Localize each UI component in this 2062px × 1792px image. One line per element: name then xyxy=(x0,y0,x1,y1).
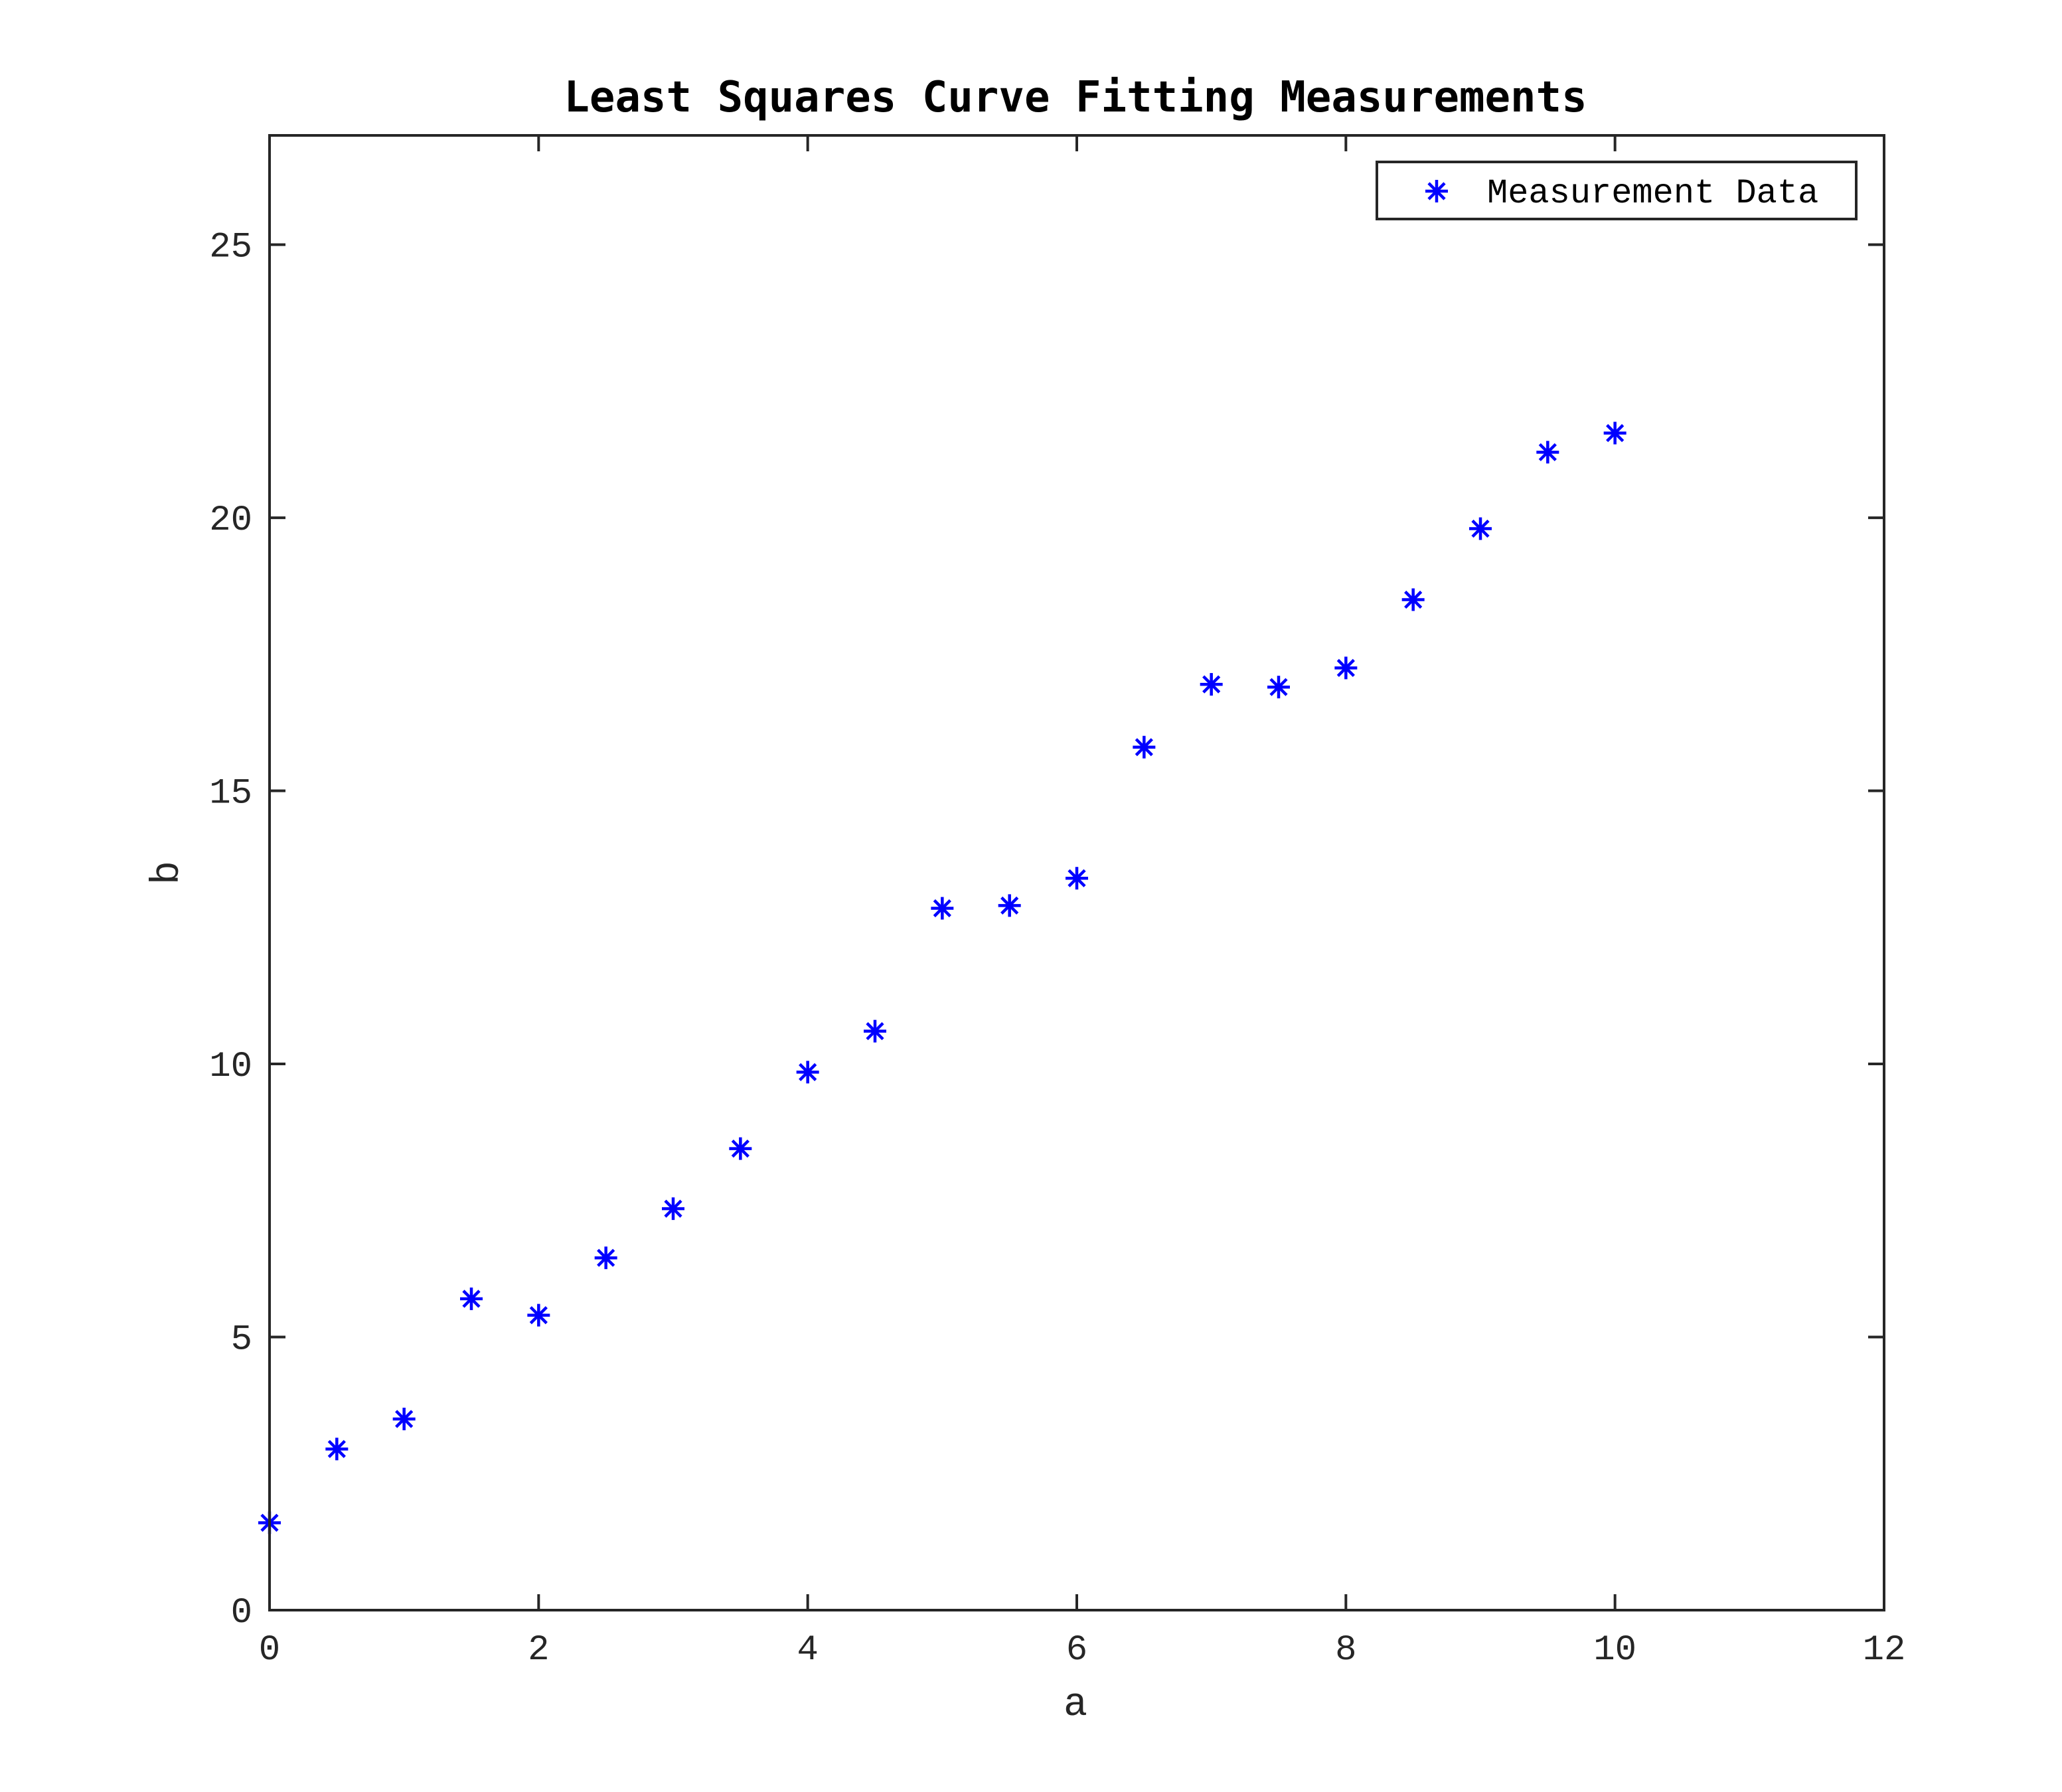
legend: Measurement Data xyxy=(1376,161,1858,220)
legend-marker-asterisk-icon xyxy=(1425,180,1448,202)
x-tick-label: 8 xyxy=(1335,1630,1356,1671)
data-point xyxy=(1536,441,1559,464)
x-tick-label: 4 xyxy=(797,1630,818,1671)
data-point xyxy=(864,1019,886,1043)
y-tick-label: 0 xyxy=(231,1593,252,1633)
data-point xyxy=(662,1197,684,1221)
data-point xyxy=(1401,588,1425,611)
x-tick-label: 2 xyxy=(528,1630,549,1671)
data-markers xyxy=(258,421,1626,1534)
chart-title: Least Squares Curve Fitting Measurements xyxy=(564,73,1587,122)
x-tick-label: 6 xyxy=(1066,1630,1087,1671)
data-point xyxy=(1603,421,1626,445)
data-point xyxy=(594,1246,617,1270)
y-tick-label: 15 xyxy=(209,774,252,814)
y-axis-label: b xyxy=(145,861,191,885)
data-point xyxy=(1267,676,1290,699)
data-point xyxy=(1469,517,1492,540)
data-point xyxy=(931,897,954,920)
axes: 0 2 4 6 8 10 12 0 5 10 15 20 25 xyxy=(209,134,1906,1671)
data-point xyxy=(1334,656,1358,680)
x-tick-label: 0 xyxy=(259,1630,280,1671)
data-point xyxy=(1066,867,1088,890)
data-point xyxy=(325,1438,349,1461)
y-tick-label: 5 xyxy=(231,1320,252,1361)
y-tick-label: 25 xyxy=(209,228,252,268)
data-point xyxy=(729,1137,752,1160)
legend-box xyxy=(1376,161,1858,220)
x-tick-label: 12 xyxy=(1863,1630,1906,1671)
data-point xyxy=(1133,735,1156,759)
data-point xyxy=(527,1304,550,1327)
data-point xyxy=(998,894,1021,917)
legend-label: Measurement Data xyxy=(1487,174,1818,213)
y-tick-label: 20 xyxy=(209,500,252,541)
y-tick-label: 10 xyxy=(209,1047,252,1087)
data-point xyxy=(1200,673,1223,696)
x-axis-label: a xyxy=(1064,1682,1087,1728)
x-tick-label: 10 xyxy=(1593,1630,1636,1671)
legend-asterisk xyxy=(1425,180,1448,202)
data-point xyxy=(460,1287,483,1310)
data-point xyxy=(796,1061,819,1084)
data-point xyxy=(392,1407,416,1430)
